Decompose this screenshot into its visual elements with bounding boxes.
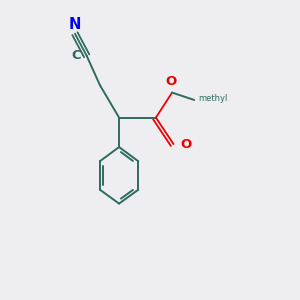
Text: N: N [69,17,81,32]
Text: methyl: methyl [199,94,228,103]
Text: O: O [180,138,191,151]
Text: O: O [165,75,176,88]
Text: C: C [72,49,81,62]
